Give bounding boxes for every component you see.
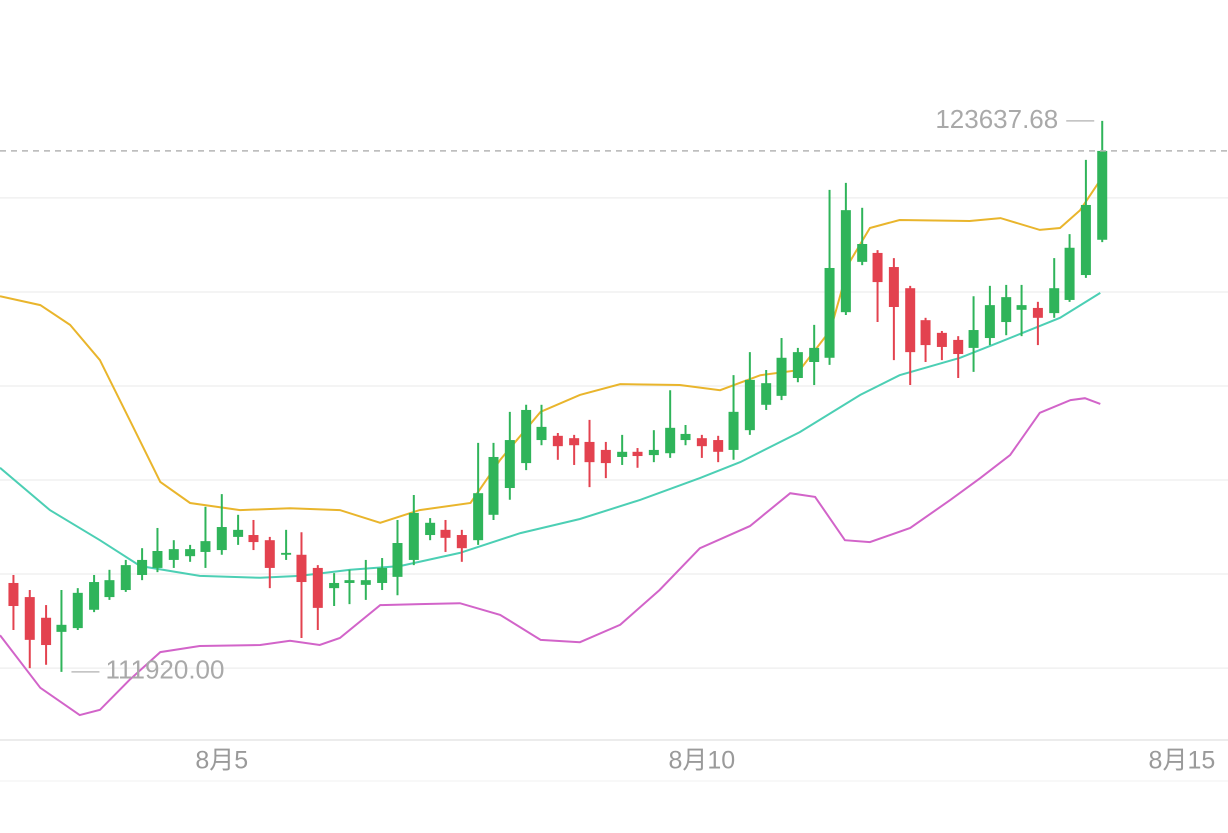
candle-body <box>296 554 307 583</box>
candle-body <box>680 433 691 441</box>
candle-body <box>840 210 851 313</box>
candle-body <box>89 582 100 610</box>
max-price-label: 123637.68 <box>935 104 1058 134</box>
band-line <box>0 397 1101 717</box>
candle-body <box>713 440 724 452</box>
x-tick-label: 8月10 <box>668 747 735 775</box>
candle-body <box>41 617 52 646</box>
candle-body <box>905 288 916 353</box>
candle-body <box>120 565 131 591</box>
candle-body <box>824 267 835 358</box>
candle-body <box>696 438 707 447</box>
candle-body <box>872 252 883 283</box>
candle-body <box>809 347 820 363</box>
candle-body <box>1032 307 1043 318</box>
candle-body <box>761 383 772 405</box>
candle-body <box>1064 247 1075 300</box>
candle-body <box>968 330 979 348</box>
candle-body <box>569 438 580 446</box>
candle-body <box>1016 305 1027 310</box>
candle-body <box>392 543 403 577</box>
candle-body <box>521 409 532 464</box>
candle-body <box>329 582 340 589</box>
candle-body <box>792 352 803 378</box>
candle-body <box>24 597 35 640</box>
candle-body <box>312 567 323 608</box>
candle-body <box>8 582 19 607</box>
candle-body <box>168 549 179 560</box>
candle-body <box>536 426 547 441</box>
candle-body <box>104 580 115 598</box>
candle-body <box>440 529 451 538</box>
min-price-label: 111920.00 <box>105 655 224 685</box>
candle-body <box>665 427 676 454</box>
candle-body <box>377 567 388 583</box>
candle-body <box>936 332 947 347</box>
candle-body <box>473 493 484 541</box>
candle-body <box>728 411 739 450</box>
candle-body <box>888 267 899 308</box>
candle-body <box>456 535 467 549</box>
candle-body <box>264 540 275 568</box>
x-tick-label: 8月15 <box>1149 747 1216 775</box>
candle-body <box>584 441 595 463</box>
candle-body <box>953 339 964 355</box>
candle-body <box>216 527 227 551</box>
candle-body <box>72 592 83 629</box>
candle-body <box>56 624 67 632</box>
candle-body <box>408 512 419 560</box>
candle-body <box>600 449 611 464</box>
candle-body <box>552 435 563 447</box>
candle-body <box>425 522 436 536</box>
candle-body <box>360 580 371 585</box>
candle-body <box>984 305 995 339</box>
candle-body <box>137 559 148 575</box>
candle-body <box>1001 297 1012 323</box>
candle-body <box>857 244 868 262</box>
candle-body <box>185 549 196 557</box>
candle-body <box>281 552 292 555</box>
candle-body <box>617 451 628 457</box>
candle-body <box>344 580 355 583</box>
candle-body <box>248 535 259 543</box>
candle-body <box>504 440 515 489</box>
band-line <box>0 292 1101 579</box>
band-line <box>0 179 1102 524</box>
candle-body <box>920 320 931 346</box>
candle-body <box>233 529 244 537</box>
candle-body <box>488 456 499 515</box>
candle-body <box>152 551 163 568</box>
candle-body <box>1097 150 1108 240</box>
candle-body <box>648 449 659 456</box>
candle-body <box>1080 204 1091 276</box>
x-tick-label: 8月5 <box>195 747 248 775</box>
candle-body <box>776 357 787 396</box>
candle-body <box>744 379 755 431</box>
candle-body <box>1049 288 1060 314</box>
candle-body <box>200 541 211 552</box>
candle-body <box>632 451 643 457</box>
